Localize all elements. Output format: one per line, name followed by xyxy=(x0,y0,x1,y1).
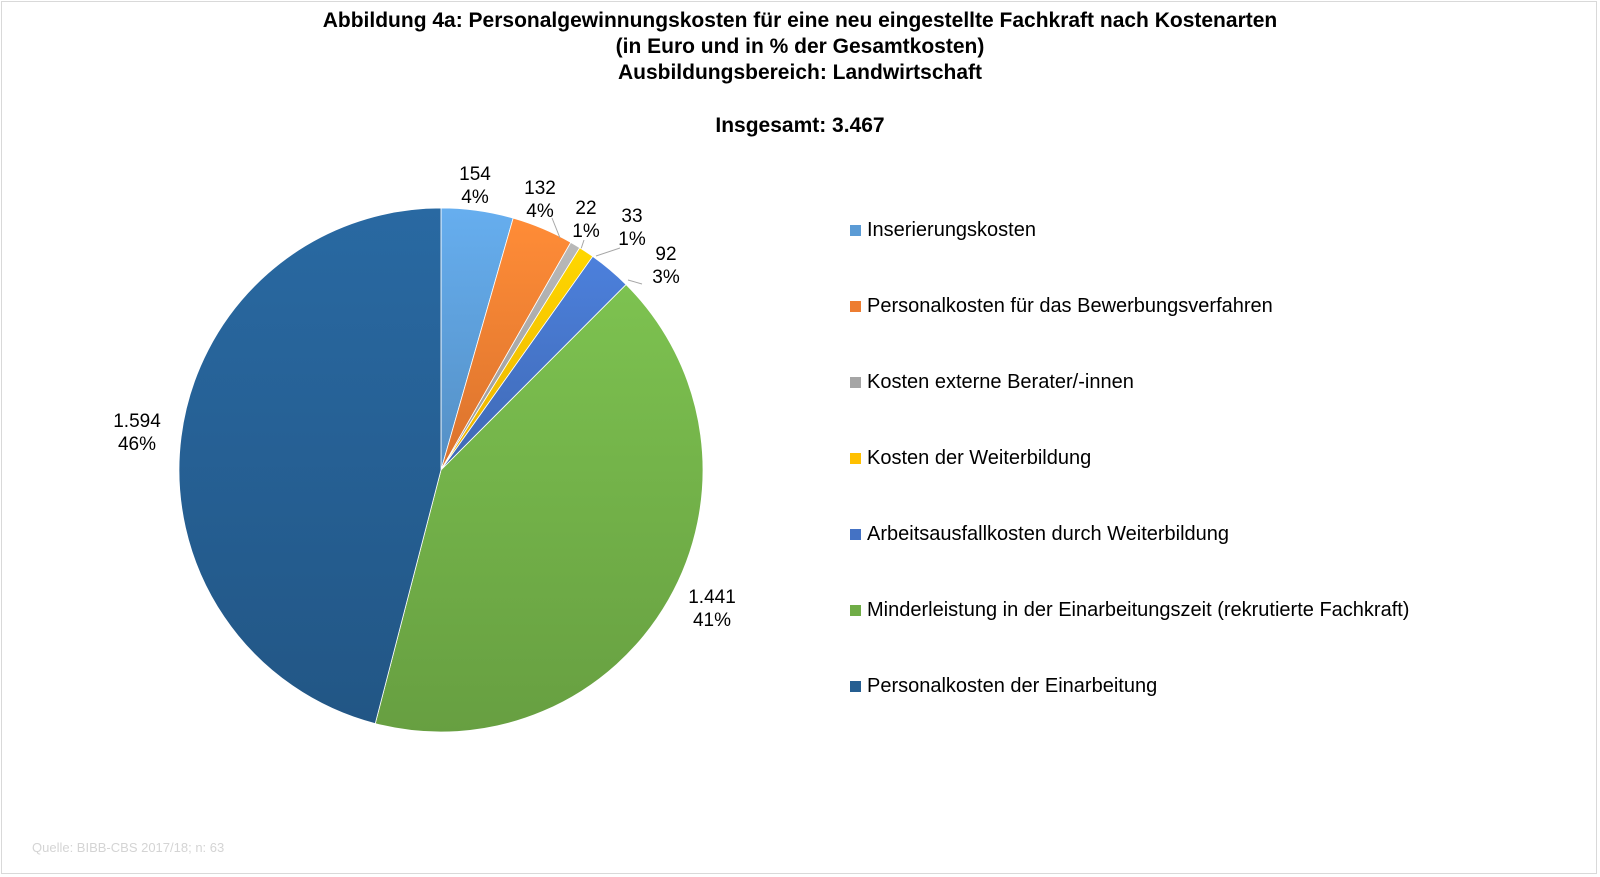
legend-label: Personalkosten für das Bewerbungsverfahr… xyxy=(867,295,1273,317)
data-label-value-5: 1.441 xyxy=(688,587,736,608)
source-note: Quelle: BIBB-CBS 2017/18; n: 63 xyxy=(32,840,225,855)
data-label-percent-5: 41% xyxy=(693,610,731,631)
legend-label: Arbeitsausfallkosten durch Weiterbildung xyxy=(867,523,1230,545)
chart-title: Abbildung 4a: Personalgewinnungskosten f… xyxy=(0,8,1600,86)
legend-label: Personalkosten der Einarbeitung xyxy=(867,675,1158,697)
chart-total-label: Insgesamt: 3.467 xyxy=(715,114,885,137)
legend-item-6: Personalkosten der Einarbeitung xyxy=(850,674,1157,698)
legend-swatch xyxy=(850,604,861,616)
chart-title-line-1: Abbildung 4a: Personalgewinnungskosten f… xyxy=(322,9,1278,32)
legend-item-0: Inserierungskosten xyxy=(850,218,1036,242)
data-label-value-2: 22 xyxy=(575,198,596,219)
pie-slice-6 xyxy=(178,207,442,725)
legend-item-5: Minderleistung in der Einarbeitungszeit … xyxy=(850,598,1409,622)
legend-label: Kosten der Weiterbildung xyxy=(867,447,1092,469)
legend-label: Inserierungskosten xyxy=(867,219,1036,241)
data-label-percent-3: 1% xyxy=(618,229,646,250)
legend-label: Minderleistung in der Einarbeitungszeit … xyxy=(867,599,1410,621)
data-label-value-4: 92 xyxy=(655,244,676,265)
legend-swatch xyxy=(850,376,861,388)
legend-item-2: Kosten externe Berater/-innen xyxy=(850,370,1134,394)
legend-swatch xyxy=(850,528,861,540)
data-label-percent-1: 4% xyxy=(526,201,554,222)
data-label-percent-4: 3% xyxy=(652,267,680,288)
data-label-percent-6: 46% xyxy=(118,434,156,455)
data-label-value-6: 1.594 xyxy=(113,411,161,432)
chart-title-line-2: (in Euro und in % der Gesamtkosten) xyxy=(615,35,985,58)
legend-swatch xyxy=(850,300,861,312)
data-label-percent-2: 1% xyxy=(572,221,600,242)
legend-item-1: Personalkosten für das Bewerbungsverfahr… xyxy=(850,294,1273,318)
leader-line-3 xyxy=(595,247,621,257)
legend-item-3: Kosten der Weiterbildung xyxy=(850,446,1091,470)
pie-slice-5 xyxy=(374,284,704,733)
legend-swatch xyxy=(850,224,861,236)
chart-title-line-3: Ausbildungsbereich: Landwirtschaft xyxy=(617,61,983,84)
leader-line-4 xyxy=(627,279,643,285)
data-label-value-1: 132 xyxy=(524,178,556,199)
legend-swatch xyxy=(850,680,861,692)
legend-item-4: Arbeitsausfallkosten durch Weiterbildung xyxy=(850,522,1229,546)
data-label-value-3: 33 xyxy=(621,206,642,227)
leader-line-1 xyxy=(551,217,561,239)
legend-label: Kosten externe Berater/-innen xyxy=(867,371,1134,393)
legend-swatch xyxy=(850,452,861,464)
data-label-percent-0: 4% xyxy=(461,187,489,208)
data-label-value-0: 154 xyxy=(459,164,491,185)
